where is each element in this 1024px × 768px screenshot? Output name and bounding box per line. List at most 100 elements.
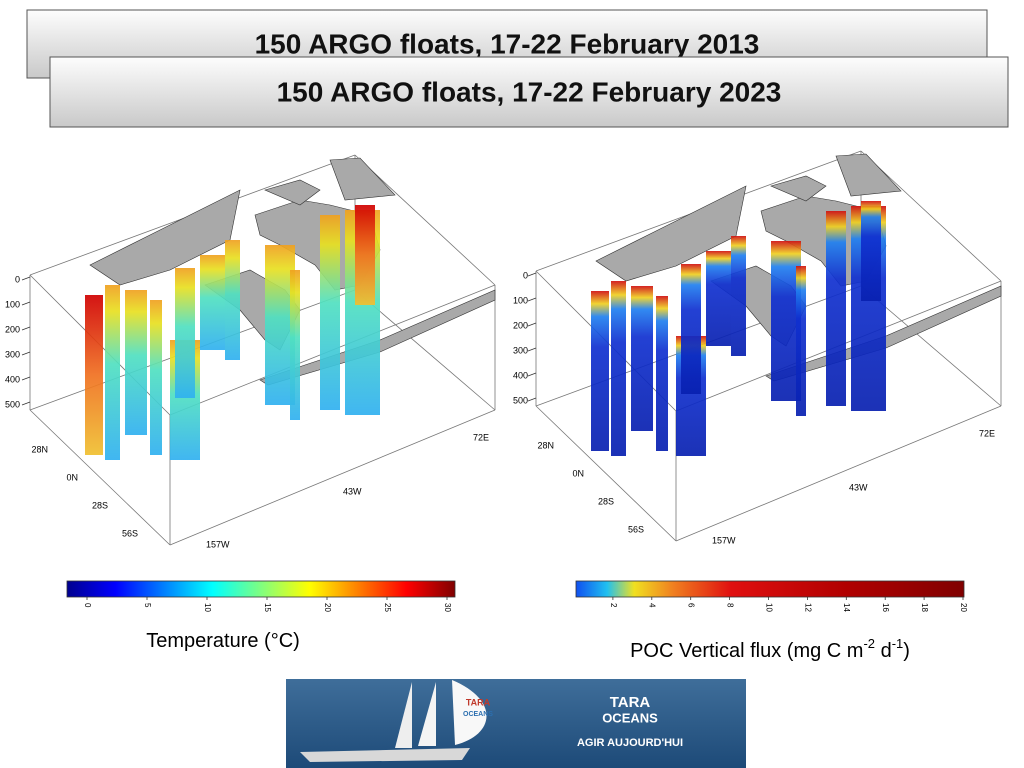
colorbar-tick-label: 20 (959, 603, 968, 612)
box-edge (169, 409, 496, 546)
colorbar-tick-label: 25 (383, 603, 392, 612)
land (264, 179, 321, 206)
depth-tick (527, 297, 537, 302)
colorbar-tick-label: 4 (648, 603, 657, 608)
box-edge (675, 405, 1002, 542)
lat-tick-label: 56S (122, 528, 138, 538)
sail (418, 682, 436, 746)
title-front: 150 ARGO floats, 17-22 February 2023 (277, 76, 782, 107)
depth-tick (21, 301, 31, 306)
float-curtain (706, 251, 731, 346)
colorbar-tick-label: 12 (803, 603, 812, 612)
float-curtain (796, 266, 806, 416)
depth-tick-label: 200 (513, 320, 528, 330)
lat-tick-label: 28S (598, 496, 614, 506)
sail-text: OCEANS (463, 711, 493, 718)
superscript: -2 (863, 636, 875, 651)
float-curtain (355, 205, 375, 305)
lat-tick-label: 28N (537, 440, 554, 450)
tagline: AGIR AUJOURD'HUI (577, 737, 683, 749)
lon-tick-label: 72E (473, 432, 489, 442)
logo: TARA OCEANS TARA OCEANS AGIR AUJOURD'HUI (286, 679, 746, 768)
colorbar-tick-label: 8 (725, 603, 734, 608)
colorbar-tick-label: 16 (881, 603, 890, 612)
depth-tick-label: 0 (15, 274, 20, 284)
depth-tick (21, 276, 31, 281)
colorbar-tick-label: 2 (609, 603, 618, 608)
colorbar-tick-label: 10 (203, 603, 212, 612)
float-curtain (631, 286, 653, 431)
float-curtain (320, 215, 340, 410)
float-curtain (290, 270, 300, 420)
lon-tick-label: 72E (979, 428, 995, 438)
depth-tick (527, 397, 537, 402)
lat-tick-label: 28S (92, 500, 108, 510)
sail (452, 680, 487, 745)
lon-tick-label: 157W (206, 539, 230, 549)
colorbar-tick-label: 20 (323, 603, 332, 612)
sail (395, 682, 412, 748)
depth-tick (21, 326, 31, 331)
depth-tick-label: 200 (5, 324, 20, 334)
depth-tick (21, 351, 31, 356)
land (835, 153, 902, 197)
float-curtain (731, 236, 746, 356)
caption-text: d (875, 640, 892, 662)
depth-tick (21, 401, 31, 406)
depth-tick-label: 400 (5, 374, 20, 384)
superscript: -1 (892, 636, 904, 651)
colorbar-tick-label: 6 (687, 603, 696, 608)
box-edge (535, 405, 677, 542)
depth-tick-label: 0 (523, 270, 528, 280)
float-curtain (200, 255, 225, 350)
depth-tick (21, 376, 31, 381)
box-edge (860, 150, 1002, 282)
float-curtain (125, 290, 147, 435)
panel: 0 100 200 300 400 500 28N 0N 28S 56S 157W 43W 72E (513, 150, 1002, 545)
colorbar-tick-label: 0 (83, 603, 92, 608)
depth-tick-label: 400 (513, 370, 528, 380)
depth-tick-label: 300 (5, 349, 20, 359)
depth-tick (527, 347, 537, 352)
float-curtain (105, 285, 120, 460)
lon-tick-label: 43W (343, 486, 362, 496)
float-curtain (85, 295, 103, 455)
float-curtain (591, 291, 609, 451)
depth-tick (527, 272, 537, 277)
caption-text: Temperature (°C) (146, 630, 300, 652)
lon-tick-label: 157W (712, 535, 736, 545)
caption-text: POC Vertical flux (mg C m (630, 640, 863, 662)
land (329, 157, 396, 201)
colorbar-caption: POC Vertical flux (mg C m-2 d-1) (630, 636, 910, 662)
depth-tick-label: 100 (5, 299, 20, 309)
colorbar-tick-label: 10 (764, 603, 773, 612)
colorbar-tick-label: 15 (263, 603, 272, 612)
title-box-front (49, 56, 1009, 128)
lat-tick-label: 56S (628, 524, 644, 534)
panel: 0 100 200 300 400 500 28N 0N 28S 56S 157W 43W 72E (5, 154, 496, 549)
float-curtain (150, 300, 162, 455)
caption-text: ) (903, 640, 910, 662)
colorbar-tick-label: 30 (443, 603, 452, 612)
title-back: 150 ARGO floats, 17-22 February 2013 (255, 28, 760, 59)
box-edge (29, 409, 171, 546)
sail-text: TARA (466, 697, 491, 707)
colorbar-tick-label: 18 (920, 603, 929, 612)
box-edge (354, 154, 496, 286)
float-curtain (175, 268, 195, 398)
lat-tick-label: 0N (66, 472, 78, 482)
depth-tick (527, 372, 537, 377)
float-curtain (861, 201, 881, 301)
float-curtain (826, 211, 846, 406)
colorbar-caption: Temperature (°C) (146, 630, 300, 652)
lon-tick-label: 43W (849, 482, 868, 492)
float-curtain (611, 281, 626, 456)
float-curtain (656, 296, 668, 451)
depth-tick (527, 322, 537, 327)
depth-tick-label: 100 (513, 295, 528, 305)
brand-top: TARA (610, 694, 651, 711)
colorbar (575, 580, 965, 598)
